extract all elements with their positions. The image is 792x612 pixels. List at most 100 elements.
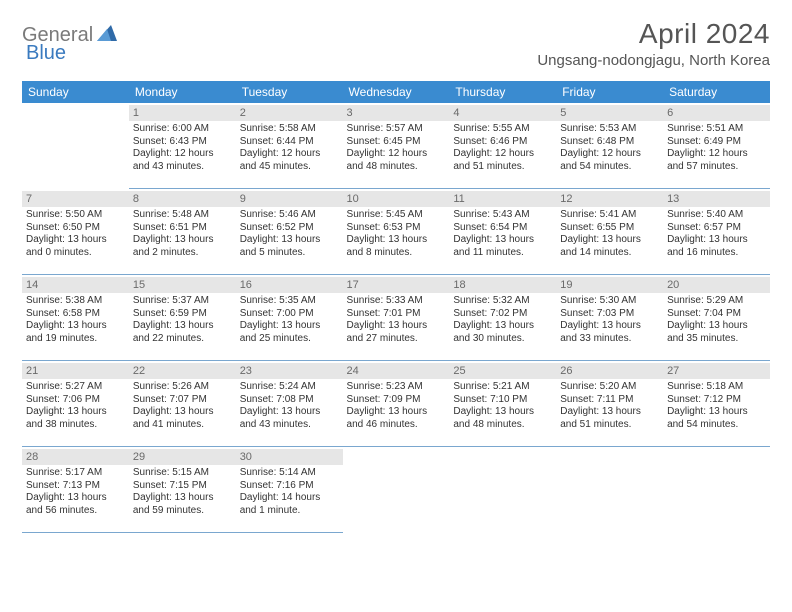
calendar-week-row: 1Sunrise: 6:00 AMSunset: 6:43 PMDaylight… bbox=[22, 103, 770, 189]
sunrise-line: Sunrise: 5:24 AM bbox=[240, 381, 339, 394]
sunrise-line: Sunrise: 5:27 AM bbox=[26, 381, 125, 394]
sunrise-line: Sunrise: 5:43 AM bbox=[453, 209, 552, 222]
calendar-week-row: 7Sunrise: 5:50 AMSunset: 6:50 PMDaylight… bbox=[22, 189, 770, 275]
calendar-cell: 19Sunrise: 5:30 AMSunset: 7:03 PMDayligh… bbox=[556, 275, 663, 361]
sunrise-line: Sunrise: 5:48 AM bbox=[133, 209, 232, 222]
calendar-cell: 25Sunrise: 5:21 AMSunset: 7:10 PMDayligh… bbox=[449, 361, 556, 447]
daylight-line: Daylight: 13 hours and 22 minutes. bbox=[133, 320, 232, 345]
sunrise-line: Sunrise: 5:35 AM bbox=[240, 295, 339, 308]
calendar-cell: 17Sunrise: 5:33 AMSunset: 7:01 PMDayligh… bbox=[343, 275, 450, 361]
daylight-line: Daylight: 13 hours and 0 minutes. bbox=[26, 234, 125, 259]
day-number: 8 bbox=[129, 191, 236, 207]
sunrise-line: Sunrise: 5:50 AM bbox=[26, 209, 125, 222]
daylight-line: Daylight: 12 hours and 45 minutes. bbox=[240, 148, 339, 173]
calendar-cell: 23Sunrise: 5:24 AMSunset: 7:08 PMDayligh… bbox=[236, 361, 343, 447]
calendar-cell: 4Sunrise: 5:55 AMSunset: 6:46 PMDaylight… bbox=[449, 103, 556, 189]
day-header: Saturday bbox=[663, 81, 770, 103]
day-number: 15 bbox=[129, 277, 236, 293]
logo-line2: Blue bbox=[26, 36, 66, 65]
calendar-cell bbox=[22, 103, 129, 189]
day-header: Friday bbox=[556, 81, 663, 103]
day-number: 11 bbox=[449, 191, 556, 207]
calendar-cell: 3Sunrise: 5:57 AMSunset: 6:45 PMDaylight… bbox=[343, 103, 450, 189]
sunrise-line: Sunrise: 5:58 AM bbox=[240, 123, 339, 136]
sunrise-line: Sunrise: 5:55 AM bbox=[453, 123, 552, 136]
sunrise-line: Sunrise: 5:15 AM bbox=[133, 467, 232, 480]
day-number: 10 bbox=[343, 191, 450, 207]
calendar-cell: 8Sunrise: 5:48 AMSunset: 6:51 PMDaylight… bbox=[129, 189, 236, 275]
day-number: 22 bbox=[129, 363, 236, 379]
sunrise-line: Sunrise: 5:53 AM bbox=[560, 123, 659, 136]
sunset-line: Sunset: 6:59 PM bbox=[133, 308, 232, 321]
daylight-line: Daylight: 14 hours and 1 minute. bbox=[240, 492, 339, 517]
sunset-line: Sunset: 7:16 PM bbox=[240, 480, 339, 493]
sunrise-line: Sunrise: 5:45 AM bbox=[347, 209, 446, 222]
daylight-line: Daylight: 13 hours and 54 minutes. bbox=[667, 406, 766, 431]
daylight-line: Daylight: 13 hours and 30 minutes. bbox=[453, 320, 552, 345]
sunrise-line: Sunrise: 5:18 AM bbox=[667, 381, 766, 394]
sunset-line: Sunset: 6:52 PM bbox=[240, 222, 339, 235]
calendar-cell bbox=[556, 447, 663, 533]
calendar-cell: 6Sunrise: 5:51 AMSunset: 6:49 PMDaylight… bbox=[663, 103, 770, 189]
daylight-line: Daylight: 13 hours and 27 minutes. bbox=[347, 320, 446, 345]
calendar-cell: 11 Sunrise: 5:43 AMSunset: 6:54 PMDayligh… bbox=[449, 189, 556, 275]
sunrise-line: Sunrise: 5:37 AM bbox=[133, 295, 232, 308]
day-header: Tuesday bbox=[236, 81, 343, 103]
daylight-line: Daylight: 12 hours and 51 minutes. bbox=[453, 148, 552, 173]
sunrise-line: Sunrise: 5:57 AM bbox=[347, 123, 446, 136]
day-number: 6 bbox=[663, 105, 770, 121]
sunset-line: Sunset: 6:54 PM bbox=[453, 222, 552, 235]
day-number: 18 bbox=[449, 277, 556, 293]
calendar-cell: 10Sunrise: 5:45 AMSunset: 6:53 PMDayligh… bbox=[343, 189, 450, 275]
day-number: 5 bbox=[556, 105, 663, 121]
calendar-cell: 1Sunrise: 6:00 AMSunset: 6:43 PMDaylight… bbox=[129, 103, 236, 189]
day-header: Sunday bbox=[22, 81, 129, 103]
calendar-cell: 15 Sunrise: 5:37 AMSunset: 6:59 PMDayligh… bbox=[129, 275, 236, 361]
calendar-cell: 12Sunrise: 5:41 AMSunset: 6:55 PMDayligh… bbox=[556, 189, 663, 275]
day-number: 21 bbox=[22, 363, 129, 379]
calendar-cell: 16Sunrise: 5:35 AMSunset: 7:00 PMDayligh… bbox=[236, 275, 343, 361]
sunrise-line: Sunrise: 5:17 AM bbox=[26, 467, 125, 480]
sunrise-line: Sunrise: 5:51 AM bbox=[667, 123, 766, 136]
sunset-line: Sunset: 6:55 PM bbox=[560, 222, 659, 235]
calendar-cell: 9 Sunrise: 5:46 AMSunset: 6:52 PMDaylight… bbox=[236, 189, 343, 275]
day-number: 3 bbox=[343, 105, 450, 121]
daylight-line: Daylight: 13 hours and 11 minutes. bbox=[453, 234, 552, 259]
daylight-line: Daylight: 13 hours and 33 minutes. bbox=[560, 320, 659, 345]
sunset-line: Sunset: 6:45 PM bbox=[347, 136, 446, 149]
sunrise-line: Sunrise: 5:46 AM bbox=[240, 209, 339, 222]
calendar-week-row: 14Sunrise: 5:38 AMSunset: 6:58 PMDayligh… bbox=[22, 275, 770, 361]
sunrise-line: Sunrise: 5:33 AM bbox=[347, 295, 446, 308]
daylight-line: Daylight: 13 hours and 5 minutes. bbox=[240, 234, 339, 259]
daylight-line: Daylight: 13 hours and 48 minutes. bbox=[453, 406, 552, 431]
daylight-line: Daylight: 12 hours and 54 minutes. bbox=[560, 148, 659, 173]
sunset-line: Sunset: 7:08 PM bbox=[240, 394, 339, 407]
day-number: 13 bbox=[663, 191, 770, 207]
sunset-line: Sunset: 6:51 PM bbox=[133, 222, 232, 235]
sunset-line: Sunset: 7:13 PM bbox=[26, 480, 125, 493]
sunset-line: Sunset: 6:48 PM bbox=[560, 136, 659, 149]
day-number: 25 bbox=[449, 363, 556, 379]
calendar-cell: 20Sunrise: 5:29 AMSunset: 7:04 PMDayligh… bbox=[663, 275, 770, 361]
sunset-line: Sunset: 7:10 PM bbox=[453, 394, 552, 407]
day-number: 19 bbox=[556, 277, 663, 293]
day-number: 23 bbox=[236, 363, 343, 379]
sunrise-line: Sunrise: 5:41 AM bbox=[560, 209, 659, 222]
sunset-line: Sunset: 7:15 PM bbox=[133, 480, 232, 493]
calendar-week-row: 21Sunrise: 5:27 AMSunset: 7:06 PMDayligh… bbox=[22, 361, 770, 447]
month-title: April 2024 bbox=[537, 18, 770, 50]
calendar-cell: 26Sunrise: 5:20 AMSunset: 7:11 PMDayligh… bbox=[556, 361, 663, 447]
day-number: 14 bbox=[22, 277, 129, 293]
sunrise-line: Sunrise: 5:29 AM bbox=[667, 295, 766, 308]
location-label: Ungsang-nodongjagu, North Korea bbox=[537, 52, 770, 69]
daylight-line: Daylight: 13 hours and 59 minutes. bbox=[133, 492, 232, 517]
sunrise-line: Sunrise: 5:20 AM bbox=[560, 381, 659, 394]
sunrise-line: Sunrise: 6:00 AM bbox=[133, 123, 232, 136]
day-header: Thursday bbox=[449, 81, 556, 103]
sunset-line: Sunset: 7:04 PM bbox=[667, 308, 766, 321]
day-number: 2 bbox=[236, 105, 343, 121]
day-number: 9 bbox=[236, 191, 343, 207]
day-number: 17 bbox=[343, 277, 450, 293]
sunset-line: Sunset: 6:46 PM bbox=[453, 136, 552, 149]
sunrise-line: Sunrise: 5:32 AM bbox=[453, 295, 552, 308]
